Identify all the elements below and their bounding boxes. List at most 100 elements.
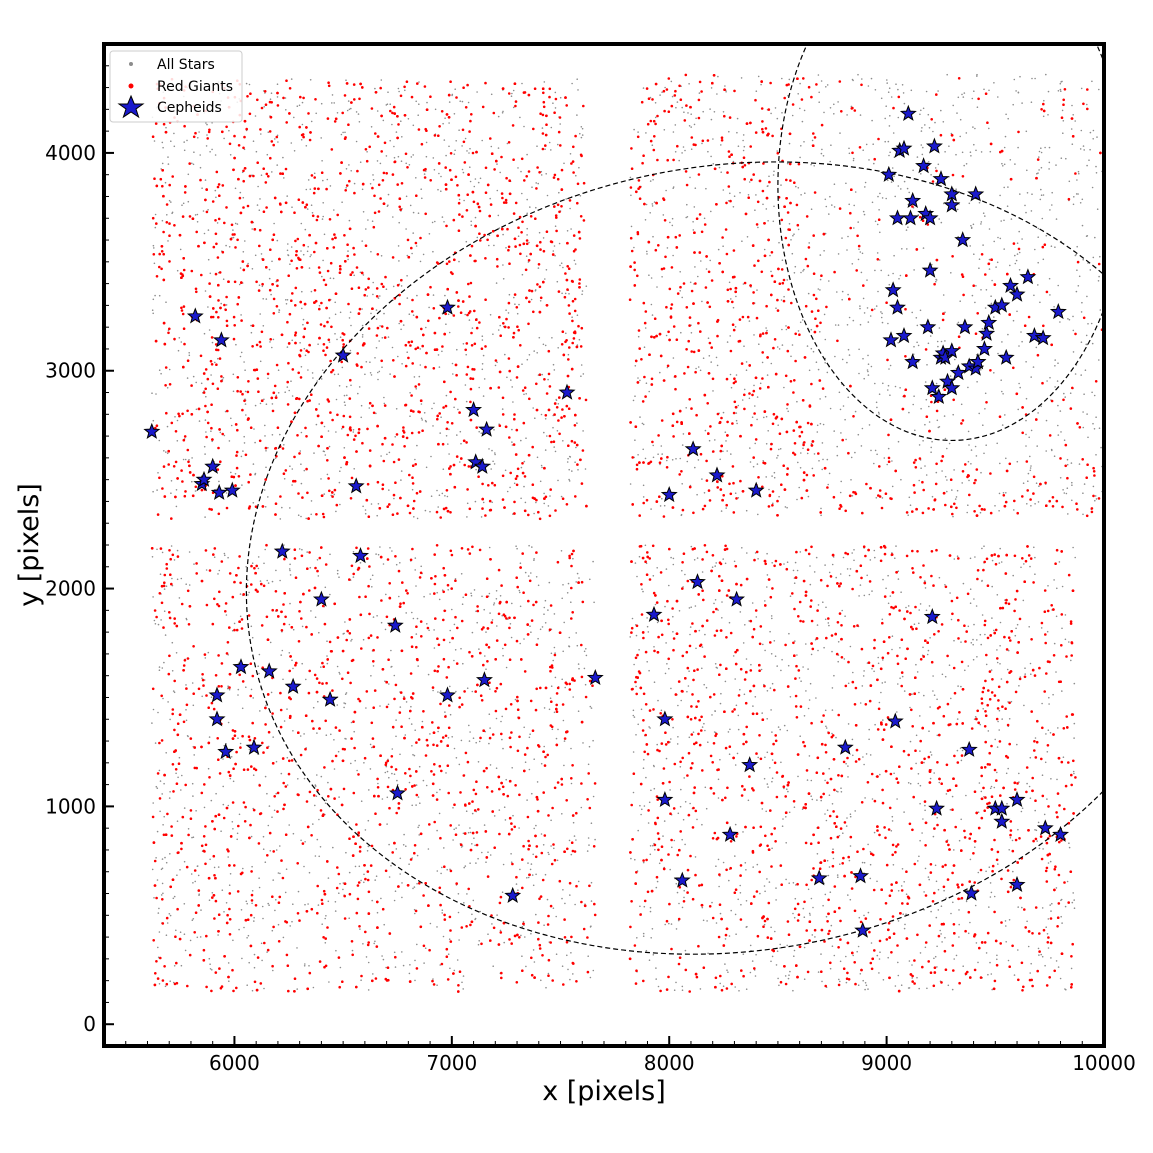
all-stars-point xyxy=(713,731,716,733)
all-stars-point xyxy=(553,711,556,714)
all-stars-point xyxy=(155,393,157,395)
all-stars-point xyxy=(557,403,560,405)
all-stars-point xyxy=(932,675,934,677)
all-stars-point xyxy=(637,131,639,133)
all-stars-point xyxy=(663,820,666,822)
all-stars-point xyxy=(510,636,513,639)
all-stars-point xyxy=(547,972,550,975)
all-stars-point xyxy=(776,665,778,667)
all-stars-point xyxy=(360,416,363,419)
all-stars-point xyxy=(897,920,900,922)
all-stars-point xyxy=(441,216,444,218)
all-stars-point xyxy=(671,846,673,849)
all-stars-point xyxy=(633,246,635,249)
all-stars-point xyxy=(305,678,307,681)
all-stars-point xyxy=(1073,899,1075,901)
all-stars-point xyxy=(920,144,923,146)
all-stars-point xyxy=(664,923,666,926)
all-stars-point xyxy=(161,867,164,870)
all-stars-point xyxy=(867,363,870,366)
all-stars-point xyxy=(734,823,737,826)
all-stars-point xyxy=(473,185,476,188)
all-stars-point xyxy=(1050,245,1053,247)
all-stars-point xyxy=(888,125,891,127)
all-stars-point xyxy=(259,580,262,582)
all-stars-point xyxy=(774,930,776,933)
all-stars-point xyxy=(304,228,307,231)
all-stars-point xyxy=(801,808,804,810)
all-stars-point xyxy=(333,209,335,211)
all-stars-point xyxy=(431,221,434,224)
all-stars-point xyxy=(968,479,970,482)
all-stars-point xyxy=(684,149,686,152)
all-stars-point xyxy=(1080,374,1082,376)
all-stars-point xyxy=(835,790,838,792)
all-stars-point xyxy=(1040,188,1042,191)
all-stars-point xyxy=(659,94,661,96)
all-stars-point xyxy=(1029,972,1031,974)
all-stars-point xyxy=(1003,163,1006,166)
all-stars-point xyxy=(688,607,691,609)
all-stars-point xyxy=(571,82,573,85)
all-stars-point xyxy=(923,694,925,697)
all-stars-point xyxy=(1082,492,1084,495)
all-stars-point xyxy=(484,655,486,657)
all-stars-point xyxy=(845,981,848,984)
all-stars-point xyxy=(449,641,451,644)
all-stars-point xyxy=(585,648,587,650)
all-stars-point xyxy=(948,664,951,666)
all-stars-point xyxy=(210,799,213,802)
all-stars-point xyxy=(980,223,982,225)
all-stars-point xyxy=(934,864,937,867)
all-stars-point xyxy=(371,220,374,222)
all-stars-point xyxy=(266,153,269,156)
all-stars-point xyxy=(179,248,182,251)
all-stars-point xyxy=(367,989,370,991)
all-stars-point xyxy=(453,153,456,155)
all-stars-point xyxy=(546,898,549,901)
all-stars-point xyxy=(637,377,639,379)
all-stars-point xyxy=(454,149,456,152)
all-stars-point xyxy=(192,163,195,166)
all-stars-point xyxy=(758,343,760,346)
all-stars-point xyxy=(420,565,423,568)
all-stars-point xyxy=(850,456,853,459)
all-stars-point xyxy=(804,192,806,194)
all-stars-point xyxy=(1011,839,1014,842)
all-stars-point xyxy=(859,584,862,586)
all-stars-point xyxy=(1015,90,1017,92)
all-stars-point xyxy=(852,754,854,757)
all-stars-point xyxy=(347,250,349,252)
all-stars-point xyxy=(869,851,872,853)
all-stars-point xyxy=(825,606,827,609)
all-stars-point xyxy=(810,442,813,445)
all-stars-point xyxy=(858,595,860,597)
all-stars-point xyxy=(1029,467,1032,469)
all-stars-point xyxy=(943,415,946,417)
all-stars-point xyxy=(735,933,737,935)
all-stars-point xyxy=(303,965,306,967)
all-stars-point xyxy=(1030,962,1032,965)
all-stars-point xyxy=(459,100,462,102)
all-stars-point xyxy=(378,340,381,342)
all-stars-point xyxy=(815,556,818,559)
all-stars-point xyxy=(944,437,947,440)
all-stars-point xyxy=(991,617,993,619)
all-stars-point xyxy=(861,252,864,255)
all-stars-point xyxy=(927,113,930,116)
all-stars-point xyxy=(649,96,652,99)
all-stars-point xyxy=(788,974,790,976)
all-stars-point xyxy=(568,468,570,471)
all-stars-point xyxy=(640,708,643,711)
all-stars-point xyxy=(711,901,713,904)
all-stars-point xyxy=(354,865,357,868)
all-stars-point xyxy=(941,470,943,472)
all-stars-point xyxy=(416,517,419,520)
all-stars-point xyxy=(967,932,970,935)
all-stars-point xyxy=(699,988,702,990)
all-stars-point xyxy=(305,517,308,520)
all-stars-point xyxy=(472,899,475,902)
all-stars-point xyxy=(993,240,995,243)
all-stars-point xyxy=(754,209,756,211)
all-stars-point xyxy=(682,146,685,148)
